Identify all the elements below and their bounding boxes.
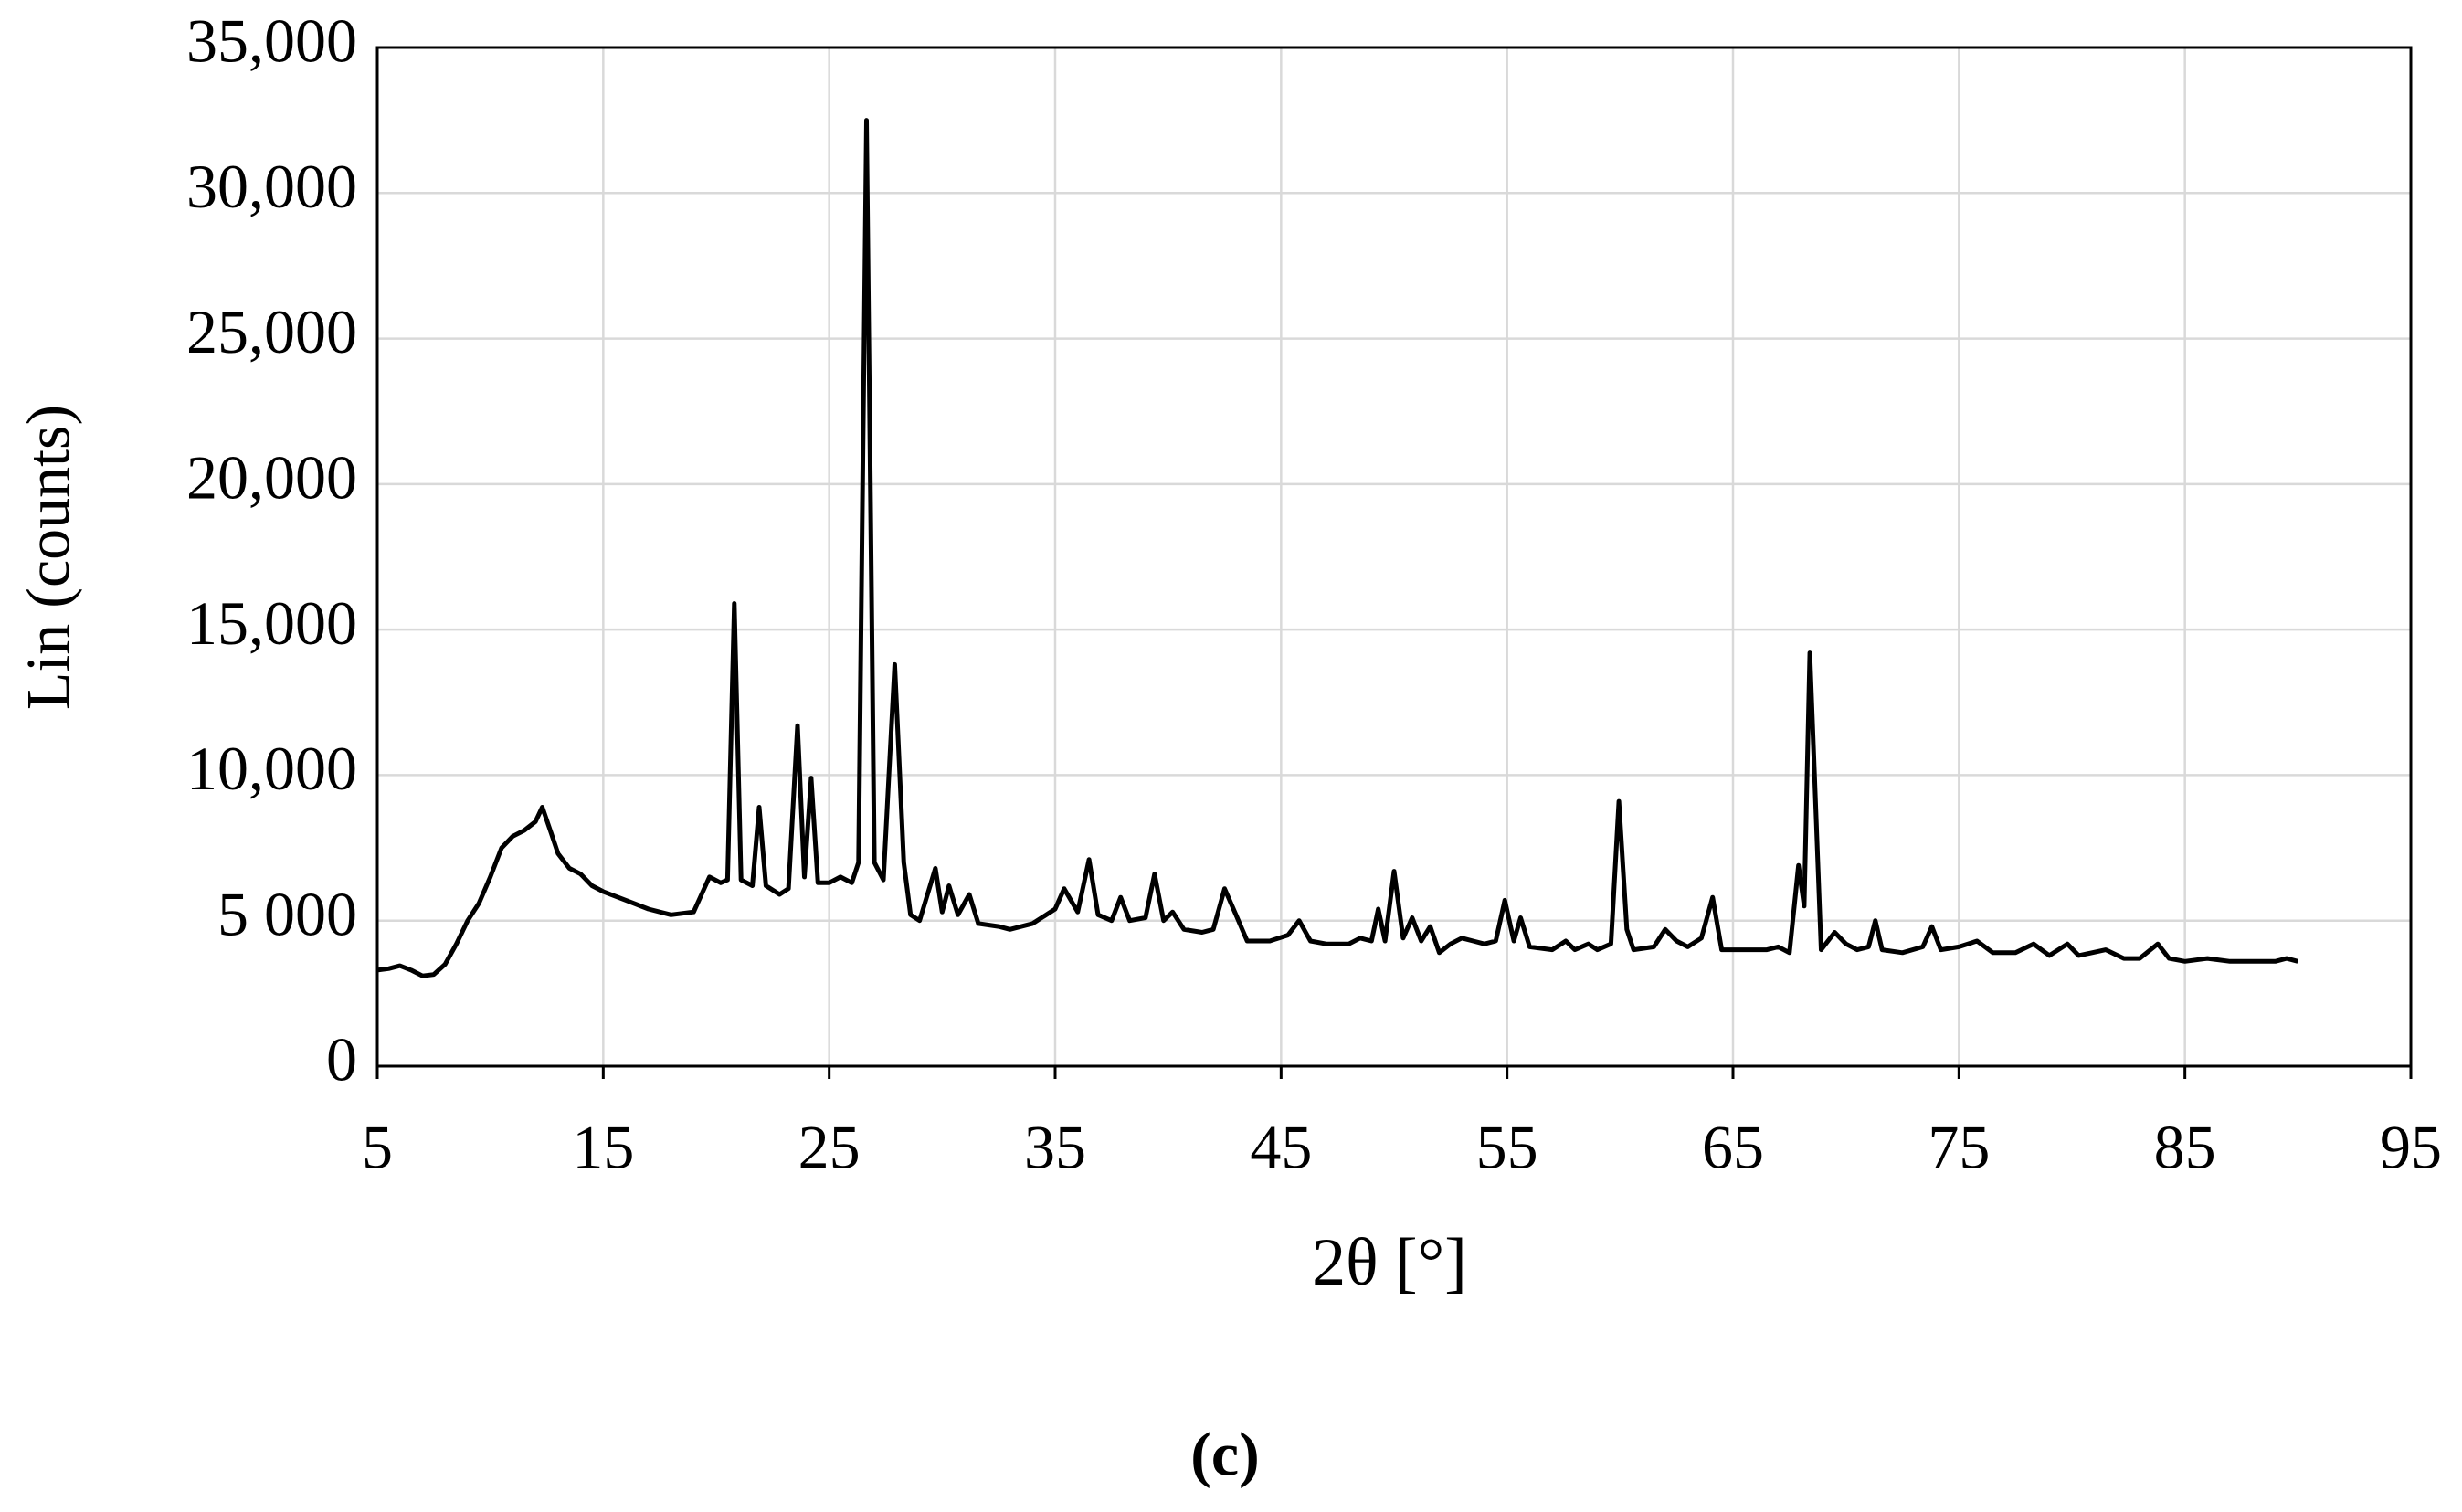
x-tick-label: 5 [362,1113,393,1182]
data-line [376,118,2298,978]
x-tick-label: 45 [1250,1113,1312,1182]
y-tick-label: 30,000 [186,152,357,221]
y-tick-label: 15,000 [186,588,357,658]
y-tick-label: 0 [326,1025,357,1094]
x-tick-label: 65 [1702,1113,1764,1182]
x-tick-label: 35 [1024,1113,1086,1182]
x-tick-label: 55 [1476,1113,1538,1182]
y-tick-label: 10,000 [186,734,357,803]
y-tick-label: 25,000 [186,297,357,366]
caption: (c) [1190,1420,1259,1489]
x-tick-label: 25 [798,1113,861,1182]
y-tick-label: 5 000 [217,879,357,948]
x-tick-label: 85 [2154,1113,2216,1182]
x-tick-label: 75 [1928,1113,1990,1182]
y-tick-label: 35,000 [186,6,357,76]
x-tick-label: 15 [572,1113,634,1182]
x-axis-title: 2θ [°] [1312,1225,1467,1300]
x-tick-label: 95 [2380,1113,2442,1182]
y-tick-label: 20,000 [186,442,357,512]
y-axis-title: Lin (counts) [14,405,83,710]
plot-border [375,46,2413,1068]
